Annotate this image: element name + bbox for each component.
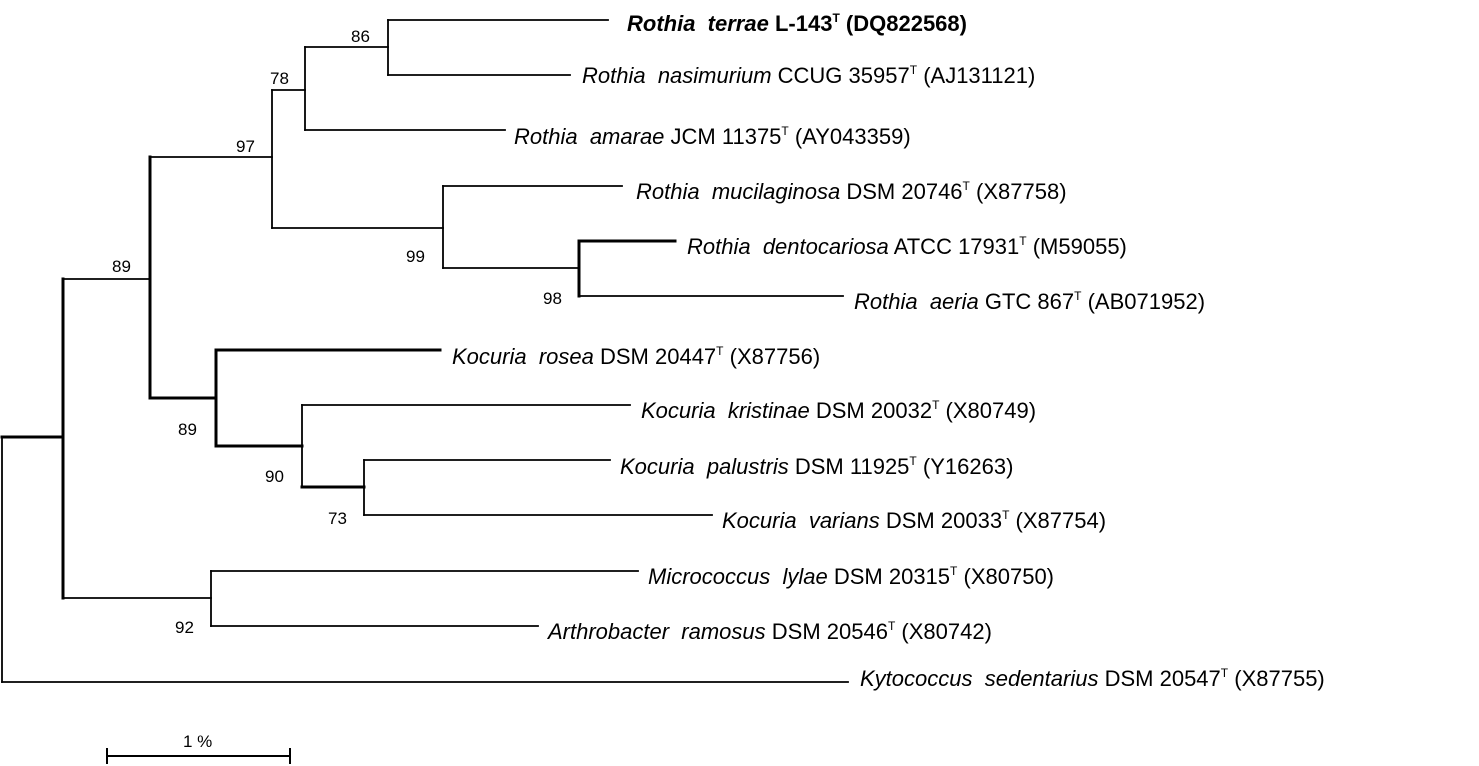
taxon-label-kocuria-rosea: Kocuria rosea DSM 20447T (X87756) (452, 335, 820, 369)
species-name: Rothia terrae (627, 11, 769, 36)
strain-name: L-143 (775, 11, 832, 36)
bootstrap-value: 98 (543, 289, 562, 308)
accession-number: (DQ822568) (846, 11, 967, 36)
accession-number: (X80749) (946, 398, 1037, 423)
species-name: Rothia mucilaginosa (636, 179, 840, 204)
accession-number: (X80750) (964, 564, 1055, 589)
species-name: Kytococcus sedentarius (860, 666, 1098, 691)
accession-number: (X87758) (976, 179, 1067, 204)
accession-number: (X80742) (901, 619, 992, 644)
strain-name: DSM 20032 (816, 398, 932, 423)
strain-name: DSM 20546 (772, 619, 888, 644)
taxon-label-rothia-terrae: Rothia terrae L-143T (DQ822568) (627, 2, 967, 36)
type-strain-mark: T (963, 179, 971, 193)
strain-name: DSM 20315 (834, 564, 950, 589)
species-name: Kocuria rosea (452, 344, 594, 369)
type-strain-mark: T (888, 619, 896, 633)
taxon-labels: Rothia terrae L-143T (DQ822568) Rothia n… (452, 2, 1325, 691)
tree-branches (0, 19, 849, 683)
type-strain-mark: T (781, 124, 789, 138)
taxon-label-kocuria-palustris: Kocuria palustris DSM 11925T (Y16263) (620, 445, 1013, 479)
accession-number: (X87755) (1234, 666, 1325, 691)
species-name: Rothia dentocariosa (687, 234, 889, 259)
type-strain-mark: T (832, 11, 840, 25)
species-name: Rothia aeria (854, 289, 979, 314)
accession-number: (X87756) (730, 344, 821, 369)
scale-bar-label: 1 % (183, 732, 212, 751)
accession-number: (Y16263) (923, 454, 1014, 479)
taxon-label-rothia-mucilaginosa: Rothia mucilaginosa DSM 20746T (X87758) (636, 170, 1067, 204)
strain-name: JCM 11375 (671, 124, 782, 149)
taxon-label-kocuria-kristinae: Kocuria kristinae DSM 20032T (X80749) (641, 389, 1036, 423)
taxon-label-kytococcus-sedentarius: Kytococcus sedentarius DSM 20547T (X8775… (860, 657, 1325, 691)
type-strain-mark: T (1221, 666, 1229, 680)
strain-name: DSM 20447 (600, 344, 716, 369)
taxon-label-rothia-amarae: Rothia amarae JCM 11375T (AY043359) (514, 115, 911, 149)
taxon-label-rothia-aeria: Rothia aeria GTC 867T (AB071952) (854, 280, 1205, 314)
taxon-label-arthrobacter-ramosus: Arthrobacter ramosus DSM 20546T (X80742) (546, 610, 992, 644)
bootstrap-value: 92 (175, 618, 194, 637)
accession-number: (AB071952) (1088, 289, 1205, 314)
type-strain-mark: T (1002, 508, 1010, 522)
bootstrap-value: 89 (112, 257, 131, 276)
accession-number: (M59055) (1033, 234, 1127, 259)
bootstrap-value: 89 (178, 420, 197, 439)
strain-name: DSM 20547 (1105, 666, 1221, 691)
type-strain-mark: T (909, 454, 917, 468)
strain-name: GTC 867 (985, 289, 1074, 314)
bootstrap-value: 97 (236, 137, 255, 156)
strain-name: DSM 11925 (795, 454, 910, 479)
species-name: Arthrobacter ramosus (546, 619, 766, 644)
taxon-label-micrococcus-lylae: Micrococcus lylae DSM 20315T (X80750) (648, 555, 1054, 589)
strain-name: ATCC 17931 (894, 234, 1020, 259)
type-strain-mark: T (1074, 289, 1082, 303)
species-name: Micrococcus lylae (648, 564, 828, 589)
bootstrap-value: 86 (351, 27, 370, 46)
bootstrap-value: 99 (406, 247, 425, 266)
strain-name: DSM 20033 (886, 508, 1002, 533)
taxon-label-kocuria-varians: Kocuria varians DSM 20033T (X87754) (722, 499, 1106, 533)
species-name: Kocuria kristinae (641, 398, 810, 423)
accession-number: (AY043359) (795, 124, 911, 149)
species-name: Rothia amarae (514, 124, 664, 149)
accession-number: (AJ131121) (923, 63, 1035, 88)
taxon-label-rothia-nasimurium: Rothia nasimurium CCUG 35957T (AJ131121) (582, 54, 1035, 88)
bootstrap-value: 90 (265, 467, 284, 486)
bootstrap-value: 73 (328, 509, 347, 528)
bootstrap-values: 86 78 97 99 98 89 89 90 73 92 (112, 27, 562, 637)
taxon-label-rothia-dentocariosa: Rothia dentocariosa ATCC 17931T (M59055) (687, 225, 1127, 259)
type-strain-mark: T (950, 564, 958, 578)
type-strain-mark: T (910, 63, 918, 77)
species-name: Kocuria varians (722, 508, 880, 533)
type-strain-mark: T (716, 344, 724, 358)
scale-bar: 1 % (106, 732, 291, 764)
species-name: Rothia nasimurium (582, 63, 772, 88)
species-name: Kocuria palustris (620, 454, 789, 479)
type-strain-mark: T (1019, 234, 1027, 248)
type-strain-mark: T (932, 398, 940, 412)
bootstrap-value: 78 (270, 69, 289, 88)
strain-name: CCUG 35957 (778, 63, 910, 88)
accession-number: (X87754) (1016, 508, 1107, 533)
strain-name: DSM 20746 (846, 179, 962, 204)
